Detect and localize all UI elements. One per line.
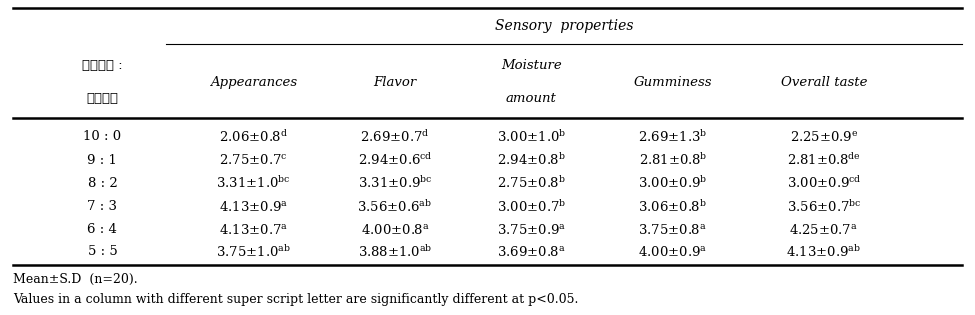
Text: 8 : 2: 8 : 2: [88, 177, 117, 190]
Text: 3.00±0.9$^{\mathregular{b}}$: 3.00±0.9$^{\mathregular{b}}$: [638, 175, 708, 191]
Text: Overall taste: Overall taste: [781, 76, 867, 89]
Text: 3.56±0.6$^{\mathregular{ab}}$: 3.56±0.6$^{\mathregular{ab}}$: [358, 199, 432, 215]
Text: 3.00±0.7$^{\mathregular{b}}$: 3.00±0.7$^{\mathregular{b}}$: [496, 199, 566, 215]
Text: 9 : 1: 9 : 1: [88, 154, 117, 167]
Text: 4.00±0.8$^{\mathregular{a}}$: 4.00±0.8$^{\mathregular{a}}$: [361, 223, 429, 237]
Text: 3.06±0.8$^{\mathregular{b}}$: 3.06±0.8$^{\mathregular{b}}$: [639, 199, 707, 215]
Text: 7 : 3: 7 : 3: [88, 200, 117, 213]
Text: 3.75±1.0$^{\mathregular{ab}}$: 3.75±1.0$^{\mathregular{ab}}$: [216, 244, 291, 260]
Text: 4.00±0.9$^{\mathregular{a}}$: 4.00±0.9$^{\mathregular{a}}$: [639, 245, 707, 259]
Text: Gumminess: Gumminess: [634, 76, 712, 89]
Text: Moisture: Moisture: [501, 59, 562, 72]
Text: 2.25±0.9$^{\mathregular{e}}$: 2.25±0.9$^{\mathregular{e}}$: [790, 130, 858, 144]
Text: 3.69±0.8$^{\mathregular{a}}$: 3.69±0.8$^{\mathregular{a}}$: [497, 245, 566, 259]
Text: 2.75±0.8$^{\mathregular{b}}$: 2.75±0.8$^{\mathregular{b}}$: [497, 175, 566, 191]
Text: 특화잡곡: 특화잡곡: [87, 92, 118, 105]
Text: 2.94±0.6$^{\mathregular{cd}}$: 2.94±0.6$^{\mathregular{cd}}$: [358, 152, 432, 168]
Text: 6 : 4: 6 : 4: [88, 223, 117, 236]
Text: 4.13±0.9$^{\mathregular{a}}$: 4.13±0.9$^{\mathregular{a}}$: [219, 200, 288, 214]
Text: 2.81±0.8$^{\mathregular{b}}$: 2.81±0.8$^{\mathregular{b}}$: [639, 152, 707, 168]
Text: 3.75±0.8$^{\mathregular{a}}$: 3.75±0.8$^{\mathregular{a}}$: [639, 223, 707, 237]
Text: 4.13±0.9$^{\mathregular{ab}}$: 4.13±0.9$^{\mathregular{ab}}$: [787, 244, 861, 260]
Text: 3.88±1.0$^{\mathregular{ab}}$: 3.88±1.0$^{\mathregular{ab}}$: [358, 244, 432, 260]
Text: 2.69±1.3$^{\mathregular{b}}$: 2.69±1.3$^{\mathregular{b}}$: [638, 129, 708, 145]
Text: 2.06±0.8$^{\mathregular{d}}$: 2.06±0.8$^{\mathregular{d}}$: [219, 129, 288, 145]
Text: 3.56±0.7$^{\mathregular{bc}}$: 3.56±0.7$^{\mathregular{bc}}$: [787, 199, 861, 215]
Text: Mean±S.D  (n=20).: Mean±S.D (n=20).: [13, 272, 137, 285]
Text: 3.31±0.9$^{\mathregular{bc}}$: 3.31±0.9$^{\mathregular{bc}}$: [358, 175, 432, 191]
Text: 2.75±0.7$^{\mathregular{c}}$: 2.75±0.7$^{\mathregular{c}}$: [219, 153, 288, 167]
Text: Sensory  properties: Sensory properties: [494, 19, 634, 33]
Text: 3.75±0.9$^{\mathregular{a}}$: 3.75±0.9$^{\mathregular{a}}$: [497, 223, 566, 237]
Text: 3.00±1.0$^{\mathregular{b}}$: 3.00±1.0$^{\mathregular{b}}$: [496, 129, 566, 145]
Text: 2.81±0.8$^{\mathregular{de}}$: 2.81±0.8$^{\mathregular{de}}$: [787, 152, 861, 168]
Text: 4.13±0.7$^{\mathregular{a}}$: 4.13±0.7$^{\mathregular{a}}$: [219, 223, 288, 237]
Text: 4.25±0.7$^{\mathregular{a}}$: 4.25±0.7$^{\mathregular{a}}$: [790, 223, 858, 237]
Text: 5 : 5: 5 : 5: [88, 245, 117, 258]
Text: amount: amount: [506, 92, 557, 105]
Text: 3.00±0.9$^{\mathregular{cd}}$: 3.00±0.9$^{\mathregular{cd}}$: [787, 175, 861, 191]
Text: Values in a column with different super script letter are significantly differen: Values in a column with different super …: [13, 293, 578, 306]
Text: 2.69±0.7$^{\mathregular{d}}$: 2.69±0.7$^{\mathregular{d}}$: [360, 129, 430, 145]
Text: 10 : 0: 10 : 0: [83, 130, 122, 143]
Text: 3.31±1.0$^{\mathregular{bc}}$: 3.31±1.0$^{\mathregular{bc}}$: [216, 175, 291, 191]
Text: Flavor: Flavor: [373, 76, 416, 89]
Text: 기본잡곡 :: 기본잡곡 :: [82, 59, 123, 72]
Text: 2.94±0.8$^{\mathregular{b}}$: 2.94±0.8$^{\mathregular{b}}$: [497, 152, 566, 168]
Text: Appearances: Appearances: [210, 76, 297, 89]
